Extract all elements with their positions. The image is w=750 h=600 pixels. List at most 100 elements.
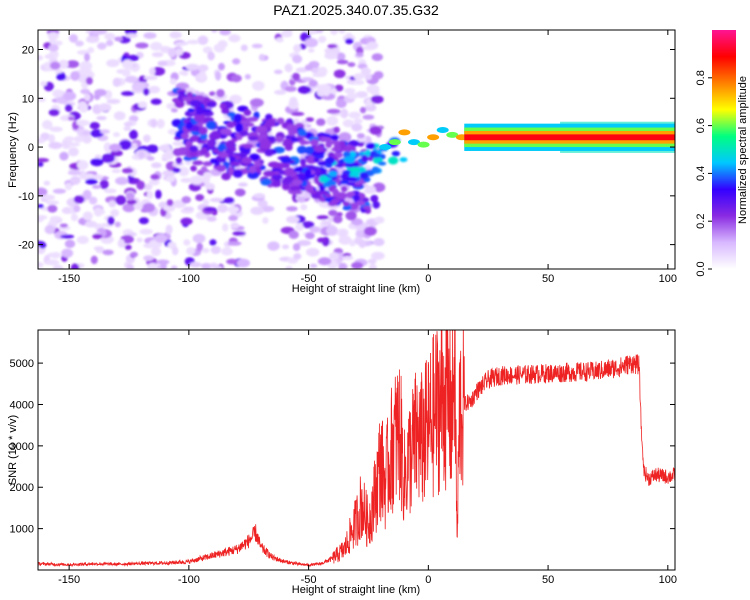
spectrogram-cell (324, 52, 338, 60)
spectrogram-cell (59, 223, 68, 228)
spectrogram-cell (323, 89, 331, 97)
spectrogram-cell (105, 39, 114, 47)
spectrogram-cell (64, 136, 75, 142)
spectrogram-cell (47, 31, 59, 40)
spectrogram-cell (185, 63, 200, 71)
spectrogram-cell (339, 180, 349, 185)
spectrogram-cell (369, 125, 382, 135)
spectrogram-cell (292, 243, 301, 252)
spectrogram-cell (115, 195, 127, 206)
spectrogram-cell (322, 220, 332, 225)
spectrogram-y-tick-label: 10 (22, 93, 34, 105)
spectrogram-cell (301, 181, 308, 187)
snr-x-tick-label: -150 (58, 574, 80, 586)
spectrogram-cell (297, 85, 312, 94)
spectrogram-cell (143, 32, 157, 39)
spectrogram-cell (209, 262, 218, 269)
spectrogram-cell (231, 74, 242, 83)
spectrogram-cell (327, 44, 338, 49)
spectrogram-cell (183, 239, 191, 246)
spectrogram-cell (306, 247, 320, 257)
spectrogram-cell (169, 78, 177, 85)
spectrogram-cell (259, 140, 272, 150)
spectrogram-cell (147, 262, 159, 269)
spectrogram-cell (165, 175, 176, 183)
spectrogram-cell (195, 194, 205, 202)
spectrogram-cell (227, 241, 242, 246)
spectrogram-cell (241, 156, 253, 164)
spectrogram-cell (331, 198, 341, 204)
spectrogram-cell (67, 170, 82, 176)
spectrogram-cell (248, 165, 257, 174)
spectrogram-cell (113, 132, 120, 138)
spectrogram-cell (114, 36, 123, 42)
spectrogram-cell (219, 30, 231, 36)
spectrogram-cell (282, 244, 290, 250)
spectrogram-cell (38, 215, 48, 220)
spectrogram-cell (391, 150, 401, 157)
spectrogram-cell (106, 59, 120, 68)
spectrogram-cell (356, 200, 366, 206)
snr-y-tick-label: 5000 (10, 358, 34, 370)
spectrogram-cell (56, 73, 67, 81)
spectrogram-cell (242, 143, 254, 149)
spectrogram-cell (365, 142, 376, 150)
spectrogram-cell (99, 179, 109, 190)
spectrogram-cell (338, 30, 346, 34)
spectrogram-cell (118, 139, 132, 150)
spectrogram-cell (138, 150, 145, 160)
spectrogram-cell (109, 143, 122, 152)
spectrogram-cell (308, 79, 318, 87)
spectrogram-cell (330, 30, 339, 36)
spectrogram-cell (200, 147, 208, 155)
spectrogram-cell (264, 119, 276, 128)
spectrogram-cell (209, 239, 217, 246)
spectrogram-cell (374, 216, 385, 224)
spectrogram-cell (38, 157, 50, 163)
spectrogram-cell (73, 205, 81, 213)
spectrogram-cell (333, 126, 340, 134)
spectrogram-cell (90, 255, 98, 265)
spectrogram-cell (342, 119, 354, 128)
spectrogram-cell (205, 101, 217, 108)
spectrogram-cell (155, 189, 162, 199)
spectrogram-cell (156, 259, 170, 265)
spectrogram-cell (76, 160, 89, 170)
spectrogram-cell (181, 196, 192, 204)
spectrogram-cell (43, 61, 51, 70)
spectrogram-cell (349, 150, 356, 158)
spectrogram-cell (276, 117, 285, 125)
spectrogram-cell (73, 195, 85, 204)
spectrogram-cell (189, 151, 198, 157)
figure-title: PAZ1.2025.340.07.35.G32 (273, 2, 439, 18)
spectrogram-cell (232, 169, 243, 178)
spectrogram-cell (227, 166, 235, 176)
spectrogram-cell (317, 237, 327, 243)
spectrogram-cell (63, 91, 77, 101)
spectrogram-cell (359, 171, 369, 180)
spectrogram-cell (209, 158, 218, 164)
spectrogram-cell (296, 145, 308, 155)
spectrogram-cell (246, 116, 259, 122)
spectrogram-cell (64, 104, 73, 112)
spectrogram-cell (327, 170, 338, 177)
spectrogram-cell (332, 188, 339, 197)
spectrogram-cell (97, 42, 107, 50)
spectrogram-cell (133, 202, 143, 210)
spectrogram-cell (127, 232, 137, 237)
spectrogram-cell (326, 116, 339, 126)
spectrogram-cell (255, 125, 268, 134)
spectrogram-cell (333, 142, 341, 152)
snr-y-tick-label: 1000 (10, 524, 34, 536)
spectrogram-cell (372, 201, 381, 209)
spectrogram-cell (85, 178, 98, 185)
spectrogram-cell (216, 164, 226, 172)
spectrogram-cell (91, 30, 104, 35)
spectrogram-cell (197, 64, 209, 72)
colorbar-tick-label: 0.2 (695, 214, 707, 229)
snr-x-tick-label: 0 (425, 574, 431, 586)
spectrogram-cell (260, 205, 275, 213)
spectrogram-cell (85, 76, 93, 85)
spectrogram-cell (311, 151, 324, 156)
spectrogram-cell (342, 206, 352, 211)
